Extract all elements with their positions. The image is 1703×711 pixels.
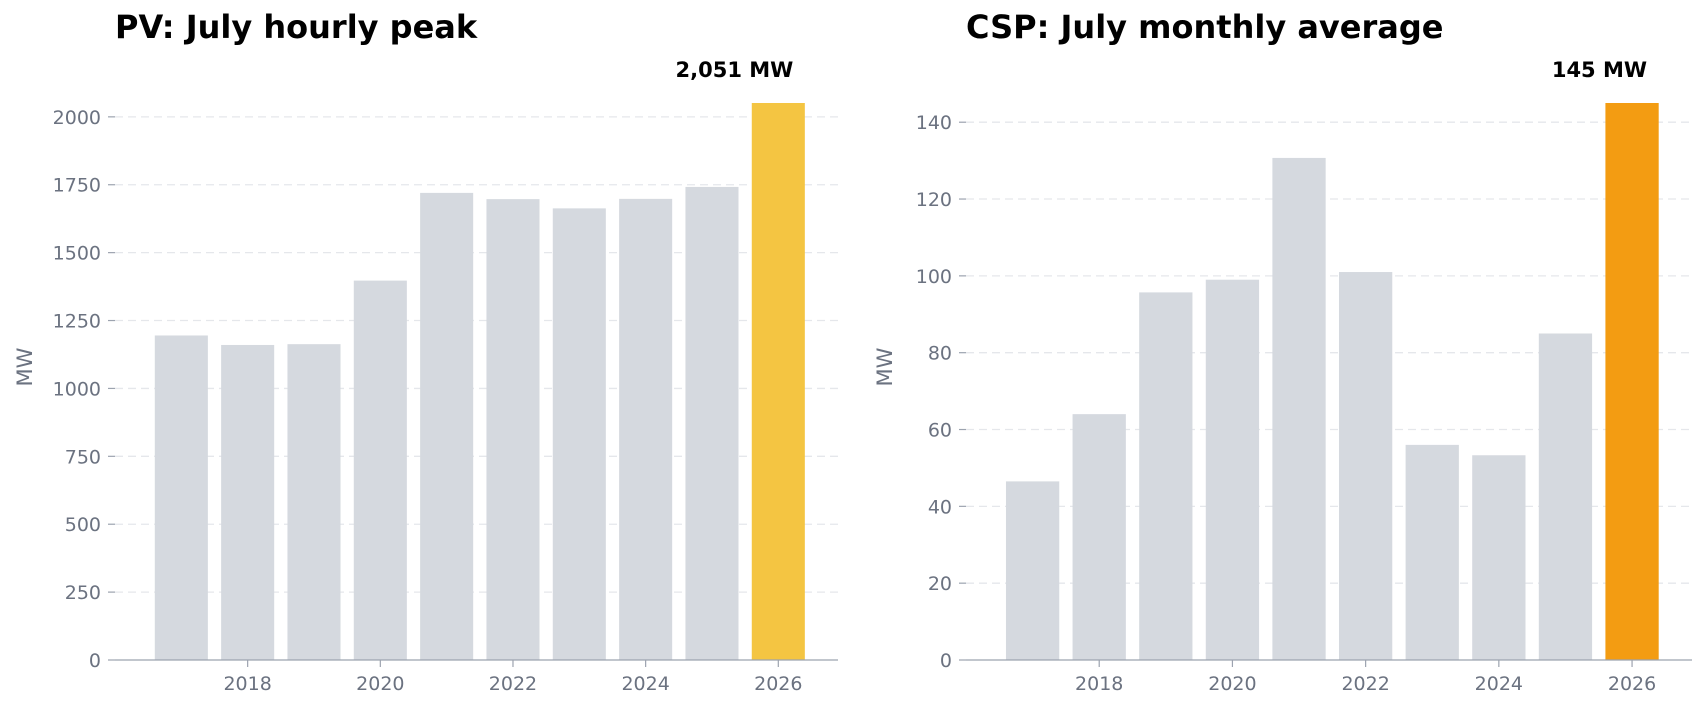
- csp-bar-2026: [1605, 103, 1659, 660]
- pv-bar-2020: [353, 280, 407, 660]
- csp-y-tick-label: 120: [916, 189, 952, 211]
- csp-highlight-value-label: 145 MW: [1552, 58, 1647, 82]
- csp-bar-2022: [1338, 272, 1393, 660]
- csp-chart-title: CSP: July monthly average: [966, 8, 1444, 46]
- csp-bar-2024: [1472, 455, 1526, 660]
- csp-bar-2020: [1205, 279, 1260, 660]
- pv-y-tick-label: 750: [65, 446, 101, 468]
- pv-bar-2021: [420, 192, 474, 660]
- pv-bar-chart: 0 250 500 750 1000 1250 1500 1750 2000 2,051 MW 20…: [13, 58, 838, 695]
- csp-y-tick-label: 0: [940, 650, 952, 672]
- csp-bar-2018: [1072, 414, 1126, 660]
- pv-bar-2018: [221, 344, 275, 660]
- csp-x-tick-label: 2024: [1475, 673, 1523, 695]
- pv-bar-2025: [685, 186, 739, 660]
- pv-y-tick-label: 2000: [53, 107, 101, 129]
- csp-y-axis-label: MW: [873, 347, 897, 386]
- pv-bar-2017: [154, 335, 208, 660]
- pv-y-tick-label: 250: [65, 582, 101, 604]
- pv-x-tick-label: 2020: [356, 673, 404, 695]
- csp-bar-2023: [1405, 444, 1459, 660]
- csp-x-tick-label: 2022: [1341, 673, 1389, 695]
- pv-y-axis-label: MW: [13, 347, 37, 386]
- pv-chart-panel: PV: July hourly peak 0 250 500 750 1000 1250 1…: [13, 8, 838, 695]
- pv-y-tick-label: 0: [89, 650, 101, 672]
- csp-bar-chart: 0 20 40 60 80 100 120 140 145 MW 2018 2020 2022 2024…: [873, 58, 1692, 695]
- pv-x-tick-label: 2026: [754, 673, 802, 695]
- pv-x-tick-label: 2024: [621, 673, 669, 695]
- csp-bar-2017: [1005, 481, 1060, 660]
- pv-bar-2024: [619, 198, 673, 661]
- pv-y-tick-label: 1250: [53, 311, 101, 333]
- csp-bar-2021: [1272, 157, 1326, 661]
- pv-bar-2022: [486, 199, 540, 660]
- csp-chart-panel: CSP: July monthly average 0 20 40 60 80 100 12…: [852, 0, 1703, 711]
- pv-y-tick-label: 1750: [53, 175, 101, 197]
- csp-bar-2025: [1538, 333, 1593, 660]
- pv-bar-2026: [751, 103, 805, 660]
- pv-y-tick-label: 500: [65, 514, 101, 536]
- csp-y-tick-label: 80: [928, 343, 952, 365]
- csp-y-tick-label: 40: [928, 496, 952, 518]
- csp-y-tick-label: 140: [916, 112, 952, 134]
- pv-y-tick-label: 1000: [53, 378, 101, 400]
- csp-y-tick-label: 20: [928, 573, 952, 595]
- csp-x-tick-label: 2026: [1608, 673, 1656, 695]
- csp-y-tick-label: 60: [928, 420, 952, 442]
- csp-x-tick-label: 2018: [1075, 673, 1123, 695]
- pv-highlight-value-label: 2,051 MW: [676, 58, 794, 82]
- csp-y-tick-label: 100: [916, 266, 952, 288]
- pv-chart-title: PV: July hourly peak: [115, 8, 478, 46]
- pv-y-tick-label: 1500: [53, 243, 101, 265]
- pv-x-tick-label: 2018: [223, 673, 271, 695]
- pv-bar-2023: [552, 208, 606, 660]
- csp-bar-2019: [1139, 292, 1193, 660]
- csp-x-tick-label: 2020: [1208, 673, 1256, 695]
- pv-x-tick-label: 2022: [489, 673, 537, 695]
- pv-bar-2019: [287, 344, 341, 660]
